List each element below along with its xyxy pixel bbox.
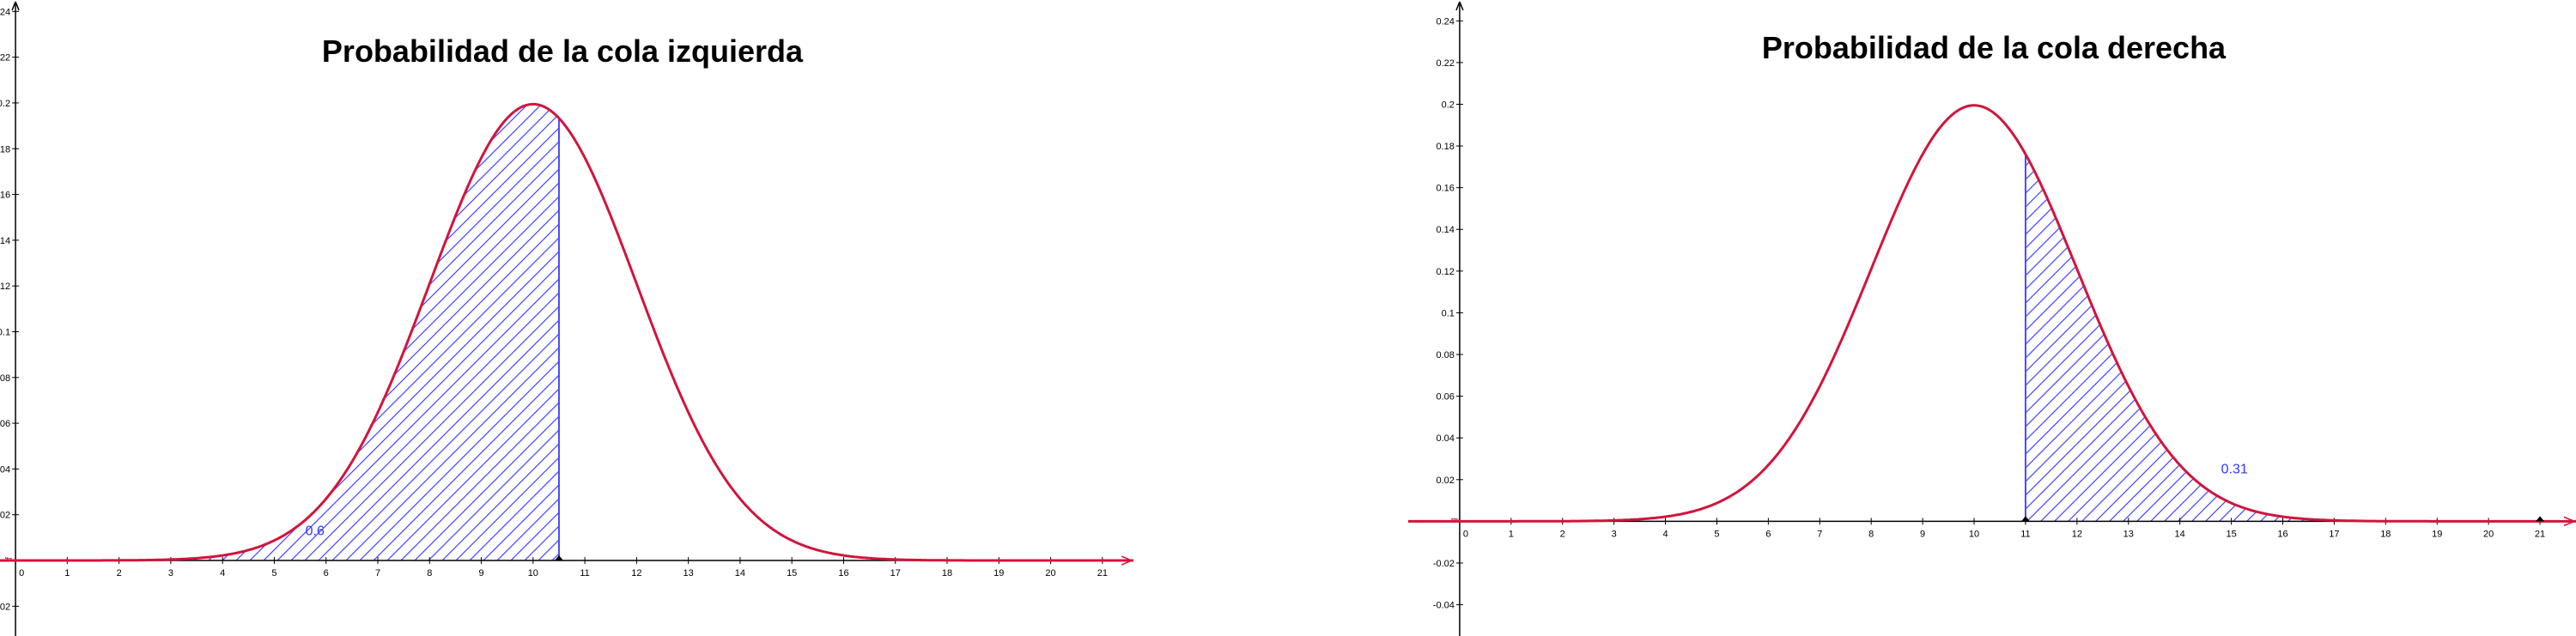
x-tick-label: 9 [478, 568, 483, 578]
x-tick-label: 15 [787, 568, 797, 578]
y-tick-label: 0.1 [0, 327, 10, 337]
y-tick-label: 0.18 [0, 144, 10, 154]
y-tick-label: 0.22 [0, 53, 10, 64]
y-tick-label: 0.14 [1436, 225, 1454, 235]
y-tick-label: 0.24 [1436, 16, 1454, 27]
y-tick-label: 0.12 [1436, 267, 1454, 277]
x-tick-label: 17 [890, 568, 901, 578]
area-probability-label: 0.6 [306, 524, 325, 539]
x-tick-label: 10 [1969, 529, 1979, 539]
x-tick-label: 6 [324, 568, 329, 578]
x-tick-label: 11 [2020, 529, 2030, 539]
x-tick-label: 4 [220, 568, 225, 578]
x-tick-label: 15 [2226, 529, 2236, 539]
x-tick-label: 8 [1868, 529, 1874, 539]
normal-curve [0, 102, 1133, 562]
right-tail-chart-panel: 0 1 2 3 4 5 6 7 8 9 10 11 12 13 14 15 16 17 18 19 20 21 -0.04-… [1408, 0, 2576, 636]
x-tick-label: 7 [1817, 529, 1822, 539]
y-tick-label: 0.2 [1442, 100, 1455, 110]
x-tick-label: 3 [168, 568, 173, 578]
x-tick-label: 9 [1920, 529, 1925, 539]
x-tick-label: 18 [942, 568, 952, 578]
y-tick-label: 0.08 [0, 373, 10, 384]
y-tick-label: 0.02 [1436, 475, 1454, 486]
boundary-point[interactable] [554, 555, 563, 561]
y-axis-arrow [11, 1, 20, 11]
boundary-point[interactable] [2020, 516, 2030, 522]
x-tick-label: 1 [64, 568, 70, 578]
y-tick-label: 0.18 [1436, 142, 1454, 152]
y-tick-label: 0.04 [0, 464, 10, 475]
y-tick-label: 0.06 [1436, 392, 1454, 403]
x-tick-label: 21 [2535, 529, 2545, 539]
y-tick-label: 0.22 [1436, 58, 1454, 69]
y-tick-label: 0.04 [1436, 433, 1454, 444]
x-tick-label: 16 [838, 568, 848, 578]
y-axis-arrow [1455, 1, 1464, 11]
x-tick-label: 17 [2329, 529, 2339, 539]
y-tick-label: 0.02 [0, 511, 10, 521]
y-tick-label: 0.06 [0, 419, 10, 429]
x-tick-label: 14 [735, 568, 745, 578]
x-tick-label: 5 [1714, 529, 1719, 539]
x-tick-label: 13 [683, 568, 694, 578]
function-name-label: f [4, 556, 15, 560]
x-tick-label: 4 [1662, 529, 1668, 539]
left-tail-chart-panel: 0123456789101112131415161718192021-0.020… [0, 0, 1133, 636]
x-tick-label: 2 [117, 568, 122, 578]
x-tick-label: 6 [1765, 529, 1771, 539]
boundary-point[interactable] [2536, 516, 2545, 522]
x-tick-label: 14 [2175, 529, 2185, 539]
x-tick-label: 21 [1097, 568, 1108, 578]
x-tick-label: 3 [1612, 529, 1617, 539]
x-tick-label: 10 [528, 568, 538, 578]
y-tick-label: 0.16 [1436, 184, 1454, 194]
x-tick-label: 20 [2483, 529, 2494, 539]
x-tick-label: 19 [993, 568, 1004, 578]
y-tick-label: 0.2 [0, 99, 10, 109]
shaded-area [2025, 154, 2576, 522]
y-tick-label: 0.08 [1436, 350, 1454, 360]
x-tick-label: 12 [2072, 529, 2082, 539]
chart-title: Probabilidad de la cola derecha [1762, 30, 2227, 65]
y-tick-label: -0.04 [1433, 601, 1455, 611]
y-tick-label: 0.12 [0, 282, 10, 292]
chart-title: Probabilidad de la cola izquierda [322, 33, 804, 69]
x-tick-label: 20 [1045, 568, 1055, 578]
y-tick-label: 0.1 [1442, 308, 1455, 318]
x-tick-label: 8 [427, 568, 432, 578]
x-tick-label: 19 [2432, 529, 2442, 539]
shaded-area [0, 104, 559, 560]
right-tail-chart: 0 1 2 3 4 5 6 7 8 9 10 11 12 13 14 15 16 17 18 19 20 21-0.04-… [1408, 1, 2576, 636]
x-tick-label: 11 [580, 568, 589, 578]
x-tick-label: 1 [1509, 529, 1514, 539]
y-tick-label: 0.14 [0, 236, 10, 246]
left-tail-chart: 0123456789101112131415161718192021-0.020… [0, 1, 1133, 636]
x-tick-label: 16 [2277, 529, 2287, 539]
x-tick-label: 2 [1560, 529, 1565, 539]
y-tick-label: -0.02 [0, 602, 10, 612]
x-tick-label: 13 [2123, 529, 2134, 539]
y-tick-label: 0.16 [0, 191, 10, 201]
area-probability-label: 0.31 [2221, 462, 2248, 476]
x-tick-label: 18 [2380, 529, 2391, 539]
y-tick-label: 0.24 [0, 7, 10, 17]
x-tick-label: 0 [19, 568, 24, 578]
x-tick-label: 12 [631, 568, 641, 578]
y-tick-label: -0.02 [1433, 559, 1455, 569]
x-tick-label: 5 [271, 568, 276, 578]
x-tick-label: 0 [1463, 529, 1468, 539]
x-tick-label: 7 [375, 568, 380, 578]
normal-curve [1408, 104, 2576, 523]
